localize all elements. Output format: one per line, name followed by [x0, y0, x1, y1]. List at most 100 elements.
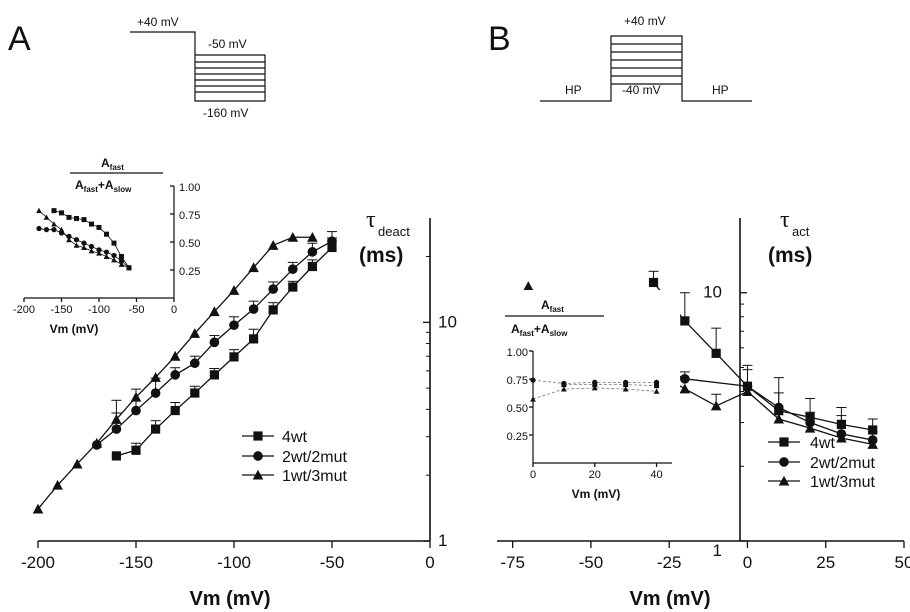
data-point: [111, 240, 117, 246]
panel-letter-a: A: [8, 20, 31, 58]
y-tick-label: 1.00: [179, 182, 200, 194]
data-point: [680, 374, 690, 384]
chart-a-tau-subscript: deact: [378, 224, 410, 239]
data-point: [119, 254, 124, 260]
y-tick-label: 10: [438, 312, 457, 331]
svg-text:Afast: Afast: [541, 298, 564, 314]
data-point: [623, 379, 629, 385]
data-point: [229, 320, 239, 331]
data-point: [248, 262, 259, 273]
series-1wt3mut: [36, 207, 132, 271]
protocol-b-top-label: +40 mV: [624, 14, 666, 28]
data-point: [189, 358, 200, 369]
chart-a-legend: 4wt 2wt/2mut 1wt/3mut: [242, 429, 347, 485]
series-2wt2mut: [530, 377, 660, 387]
data-point: [307, 231, 318, 242]
data-point: [327, 236, 337, 247]
y-tick-label: 0.50: [179, 238, 200, 250]
x-tick-label: 0: [171, 304, 177, 316]
data-point: [249, 334, 259, 344]
data-point: [773, 413, 785, 424]
data-point: [111, 424, 122, 434]
legend-marker-1wt3mut: [252, 469, 264, 480]
x-tick-label: 50: [895, 553, 910, 572]
data-point: [805, 417, 815, 428]
data-point: [81, 240, 87, 246]
legend-b-label-2wt2mut: 2wt/2mut: [810, 455, 875, 472]
data-point: [66, 214, 72, 220]
data-point: [680, 316, 690, 326]
data-point: [267, 240, 279, 250]
inset-b-x-label: Vm (mV): [572, 487, 621, 501]
data-point: [131, 445, 141, 455]
data-point: [73, 237, 80, 243]
data-point: [88, 243, 95, 250]
legend-b-label-1wt3mut: 1wt/3mut: [810, 474, 875, 491]
data-point: [867, 439, 878, 449]
data-point: [209, 337, 220, 348]
series-line: [532, 387, 657, 400]
data-point: [268, 284, 279, 294]
data-point: [209, 306, 220, 317]
data-point: [561, 386, 567, 392]
data-point: [209, 370, 219, 380]
data-point: [111, 414, 122, 424]
protocol-a-trace: [130, 31, 266, 102]
legend-label-4wt: 4wt: [282, 429, 307, 446]
data-point: [81, 217, 87, 223]
data-point: [189, 328, 201, 338]
chart-b-inset: 0 20 40 0.25 0.50 0.75 1.00 Vm (mV) Afast Afa…: [500, 290, 680, 508]
panel-letter-b: B: [488, 20, 511, 58]
data-point: [530, 377, 536, 383]
data-point: [150, 372, 161, 382]
data-point: [169, 350, 181, 361]
data-point: [118, 261, 125, 267]
data-point: [81, 244, 87, 251]
data-point: [742, 386, 753, 397]
svg-text:Afast+Aslow: Afast+Aslow: [75, 178, 132, 194]
data-point: [592, 379, 598, 385]
y-tick-label: 0.75: [179, 210, 200, 222]
data-point: [66, 236, 72, 243]
y-tick-label: 0.50: [507, 403, 528, 415]
protocol-a-steps: [195, 61, 265, 93]
legend-label-1wt3mut: 1wt/3mut: [282, 468, 347, 485]
data-point: [307, 247, 318, 257]
data-point: [248, 304, 259, 314]
data-point: [679, 383, 691, 394]
data-point: [36, 225, 42, 232]
x-tick-label: -50: [129, 304, 145, 316]
protocol-b-hp-left: HP: [565, 83, 582, 97]
data-point: [73, 242, 80, 248]
data-point: [118, 258, 125, 264]
protocol-a-pre-label: +40 mV: [137, 15, 179, 29]
protocol-b-hp-right: HP: [712, 83, 729, 97]
data-point: [190, 388, 200, 398]
inset-a-y-label-fraction: Afast Afast+Aslow: [70, 156, 163, 194]
data-point: [150, 388, 161, 398]
data-point: [711, 348, 721, 358]
data-point: [622, 386, 629, 392]
x-tick-label: -25: [657, 553, 682, 572]
protocol-a-step-label: -50 mV: [208, 37, 247, 51]
protocol-a-step-low-label: -160 mV: [203, 106, 248, 120]
data-point: [228, 285, 240, 295]
data-point: [91, 437, 103, 448]
data-point: [51, 208, 57, 214]
data-point: [268, 305, 278, 315]
x-tick-label: 20: [589, 469, 601, 481]
y-tick-label: 1.00: [507, 347, 528, 359]
chart-a-main: -200 -150 -100 -50 0 1 10 Vm (mV) τ deact (ms…: [21, 207, 457, 610]
y-tick-label: 0.75: [507, 375, 528, 387]
protocol-b-trace: [540, 35, 752, 102]
data-point: [43, 227, 50, 233]
data-point: [89, 221, 94, 227]
protocol-b: HP +40 mV -40 mV HP: [540, 14, 752, 102]
series-2wt2mut: [36, 225, 132, 271]
x-tick-label: 25: [816, 553, 835, 572]
data-point: [229, 352, 239, 362]
chart-b-x-label: Vm (mV): [629, 588, 710, 610]
data-point: [131, 405, 141, 416]
data-point: [51, 227, 57, 233]
data-point: [654, 383, 660, 389]
